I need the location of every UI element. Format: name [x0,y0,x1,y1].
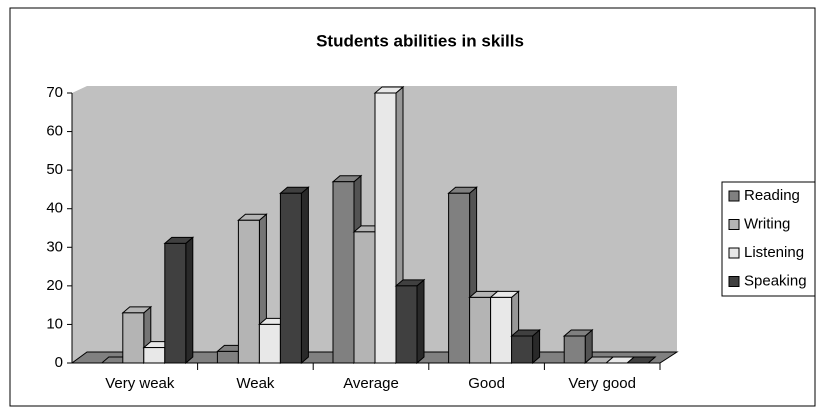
legend-label: Reading [744,187,800,204]
chart-title: Students abilities in skills [316,31,524,50]
y-tick-label: 0 [55,354,63,371]
bar-side-shade [301,187,309,363]
x-tick-label: Very good [568,375,636,392]
bar [374,92,397,364]
x-tick-label: Good [468,375,505,392]
y-tick-label: 50 [46,161,63,178]
legend-swatch [728,219,740,230]
x-tick-label: Very weak [105,375,175,392]
bar [395,285,418,364]
bar [258,323,281,364]
bar-side-shade [185,237,193,363]
legend-swatch [728,190,740,202]
bar [164,242,187,364]
bar [143,347,166,364]
bar-side-shade [417,279,424,363]
bar [216,350,239,364]
bar [469,296,492,364]
bar [279,192,302,364]
y-tick-label: 10 [46,315,63,332]
x-tick-label: Weak [236,375,275,392]
bar-top [625,356,657,364]
bar [511,335,534,364]
y-tick-label: 20 [46,277,63,294]
bar-side-shade [585,330,593,363]
legend-swatch [728,247,740,259]
bar [448,192,471,364]
bar [237,219,260,364]
x-tick-label: Average [343,375,399,392]
y-tick-label: 60 [46,123,63,140]
bar [122,312,145,364]
bar [332,181,355,364]
y-tick-label: 70 [46,84,63,101]
legend-label: Listening [744,244,804,261]
bar [563,335,586,364]
bar-side-shade [532,330,540,363]
y-tick-label: 40 [46,200,63,217]
legend-label: Speaking [744,272,807,289]
legend-label: Writing [744,215,790,232]
side-wall [72,86,87,363]
bar [353,231,376,364]
legend-swatch [728,276,740,287]
bar [490,296,513,364]
y-tick-label: 30 [46,238,63,255]
